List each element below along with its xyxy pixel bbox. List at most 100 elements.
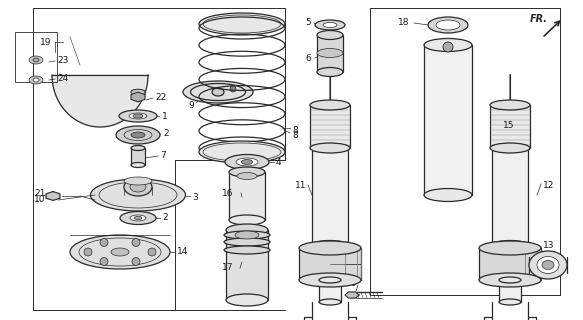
Circle shape	[132, 238, 140, 246]
Circle shape	[148, 248, 156, 256]
Bar	[15, 32, 57, 82]
Ellipse shape	[479, 241, 541, 255]
Ellipse shape	[131, 146, 145, 150]
Ellipse shape	[131, 89, 145, 95]
Text: 14: 14	[177, 247, 188, 257]
Text: 4: 4	[276, 157, 282, 166]
Text: 7: 7	[160, 150, 166, 159]
Ellipse shape	[499, 299, 521, 305]
Ellipse shape	[224, 238, 270, 246]
Bar	[319, 280, 341, 302]
Ellipse shape	[119, 110, 157, 122]
Circle shape	[443, 42, 453, 52]
Ellipse shape	[124, 178, 152, 196]
Ellipse shape	[237, 172, 257, 180]
Ellipse shape	[129, 113, 147, 119]
Text: 17: 17	[222, 263, 234, 273]
Ellipse shape	[323, 22, 337, 28]
Ellipse shape	[492, 143, 528, 153]
Text: FR.: FR.	[530, 14, 548, 24]
Ellipse shape	[133, 114, 143, 118]
Ellipse shape	[29, 56, 43, 64]
Ellipse shape	[130, 182, 146, 192]
Ellipse shape	[212, 88, 224, 96]
Ellipse shape	[116, 126, 160, 144]
Bar	[317, 35, 343, 72]
Text: 11: 11	[295, 180, 307, 189]
Ellipse shape	[183, 81, 253, 103]
Text: 15: 15	[503, 121, 515, 130]
Ellipse shape	[529, 251, 567, 279]
Bar	[226, 230, 268, 300]
Ellipse shape	[319, 299, 341, 305]
Text: 13: 13	[543, 241, 554, 250]
Ellipse shape	[537, 257, 559, 274]
Text: 18: 18	[398, 18, 409, 27]
Text: 10: 10	[34, 196, 45, 204]
Circle shape	[230, 86, 236, 92]
Ellipse shape	[490, 143, 530, 153]
Bar	[312, 148, 348, 245]
Ellipse shape	[90, 179, 185, 211]
Bar	[310, 105, 350, 148]
Ellipse shape	[312, 143, 348, 153]
Ellipse shape	[70, 235, 170, 269]
Ellipse shape	[131, 132, 145, 138]
Ellipse shape	[226, 224, 268, 236]
Text: 8: 8	[292, 125, 298, 134]
Ellipse shape	[317, 49, 343, 58]
Ellipse shape	[124, 177, 152, 185]
Ellipse shape	[33, 58, 39, 62]
Ellipse shape	[111, 248, 129, 256]
Text: 5: 5	[305, 18, 311, 27]
Circle shape	[100, 258, 108, 266]
Ellipse shape	[436, 20, 460, 30]
Ellipse shape	[310, 100, 350, 110]
Ellipse shape	[542, 260, 554, 269]
Text: 22: 22	[155, 92, 166, 101]
Ellipse shape	[479, 273, 541, 287]
Ellipse shape	[315, 20, 345, 30]
Text: 1: 1	[162, 111, 168, 121]
Circle shape	[100, 238, 108, 246]
Circle shape	[132, 258, 140, 266]
Polygon shape	[131, 92, 145, 102]
Ellipse shape	[120, 212, 156, 225]
Ellipse shape	[299, 273, 361, 287]
Polygon shape	[46, 192, 60, 200]
Ellipse shape	[226, 294, 268, 306]
Ellipse shape	[299, 241, 361, 255]
Ellipse shape	[499, 277, 521, 283]
Ellipse shape	[131, 163, 145, 167]
Ellipse shape	[235, 231, 259, 239]
Ellipse shape	[492, 241, 528, 250]
Bar	[499, 280, 521, 302]
Text: 2: 2	[162, 213, 168, 222]
Bar	[229, 172, 265, 220]
Text: 16: 16	[222, 188, 234, 197]
Ellipse shape	[319, 277, 341, 283]
Text: 6: 6	[305, 53, 311, 62]
Ellipse shape	[224, 246, 270, 254]
Text: 8: 8	[292, 131, 298, 140]
Polygon shape	[345, 292, 359, 298]
Ellipse shape	[130, 215, 146, 221]
Ellipse shape	[33, 78, 39, 82]
Bar	[131, 148, 145, 165]
Bar	[492, 148, 528, 245]
Bar	[299, 248, 361, 280]
Bar	[490, 105, 530, 148]
Text: 24: 24	[57, 74, 68, 83]
Text: 9: 9	[188, 100, 194, 109]
Ellipse shape	[29, 76, 43, 84]
Text: 12: 12	[543, 180, 554, 189]
Ellipse shape	[229, 215, 265, 225]
Ellipse shape	[312, 241, 348, 250]
Ellipse shape	[241, 159, 252, 164]
Text: 23: 23	[57, 55, 68, 65]
Ellipse shape	[428, 17, 468, 33]
Text: 21: 21	[34, 188, 45, 197]
Text: 19: 19	[40, 37, 51, 46]
Ellipse shape	[229, 167, 265, 177]
Ellipse shape	[310, 143, 350, 153]
